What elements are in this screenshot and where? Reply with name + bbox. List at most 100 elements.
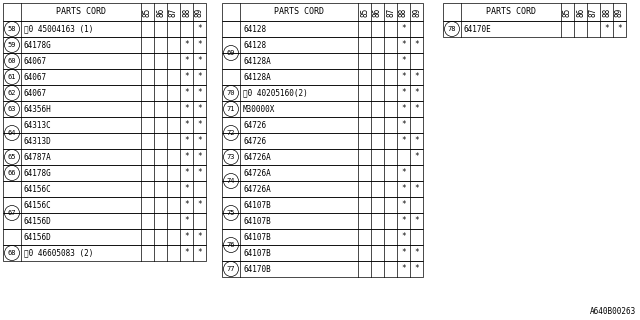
Text: 75: 75 — [227, 210, 236, 216]
Text: Ⓢ0 40205160(2): Ⓢ0 40205160(2) — [243, 89, 308, 98]
Text: 85: 85 — [360, 7, 369, 17]
Text: *: * — [401, 57, 406, 66]
Text: *: * — [197, 201, 202, 210]
Text: *: * — [401, 73, 406, 82]
Text: *: * — [184, 105, 189, 114]
Text: *: * — [197, 137, 202, 146]
Bar — [222, 181, 423, 197]
Text: 64726A: 64726A — [243, 169, 271, 178]
Text: *: * — [184, 169, 189, 178]
Text: *: * — [401, 233, 406, 242]
Text: *: * — [604, 25, 609, 34]
Text: 88: 88 — [182, 7, 191, 17]
Text: *: * — [414, 105, 419, 114]
Text: 64107B: 64107B — [243, 201, 271, 210]
Text: *: * — [197, 105, 202, 114]
Text: *: * — [197, 233, 202, 242]
Text: 64726: 64726 — [243, 137, 266, 146]
Text: *: * — [184, 185, 189, 194]
Text: 64128: 64128 — [243, 25, 266, 34]
Text: 64156C: 64156C — [24, 201, 52, 210]
Text: 64726: 64726 — [243, 121, 266, 130]
Text: 63: 63 — [8, 106, 16, 112]
Text: *: * — [184, 137, 189, 146]
Text: 70: 70 — [227, 90, 236, 96]
Text: *: * — [197, 153, 202, 162]
Text: 85: 85 — [563, 7, 572, 17]
Text: 64787A: 64787A — [24, 153, 52, 162]
Bar — [3, 149, 206, 165]
Text: *: * — [401, 137, 406, 146]
Bar — [3, 181, 206, 197]
Text: 64107B: 64107B — [243, 217, 271, 226]
Text: 64170E: 64170E — [464, 25, 492, 34]
Text: 64: 64 — [8, 130, 16, 136]
Bar — [3, 213, 206, 229]
Bar — [222, 69, 423, 85]
Bar — [3, 165, 206, 181]
Bar — [222, 213, 423, 229]
Text: *: * — [197, 89, 202, 98]
Text: Ⓢ0 45004163 (1): Ⓢ0 45004163 (1) — [24, 25, 93, 34]
Text: *: * — [414, 185, 419, 194]
Text: 64128: 64128 — [243, 41, 266, 50]
Text: 64178G: 64178G — [24, 41, 52, 50]
Text: 64128A: 64128A — [243, 57, 271, 66]
Text: *: * — [414, 89, 419, 98]
Bar — [222, 197, 423, 213]
Text: 86: 86 — [373, 7, 382, 17]
Text: M30000X: M30000X — [243, 105, 275, 114]
Bar — [222, 133, 423, 149]
Text: 60: 60 — [8, 58, 16, 64]
Bar — [3, 229, 206, 245]
Bar — [3, 197, 206, 213]
Text: 64107B: 64107B — [243, 233, 271, 242]
Text: 73: 73 — [227, 154, 236, 160]
Text: *: * — [184, 249, 189, 258]
Text: 64067: 64067 — [24, 57, 47, 66]
Text: 61: 61 — [8, 74, 16, 80]
Text: 89: 89 — [195, 7, 204, 17]
Bar — [3, 101, 206, 117]
Bar — [3, 53, 206, 69]
Text: *: * — [184, 201, 189, 210]
Text: 64107B: 64107B — [243, 249, 271, 258]
Text: 88: 88 — [399, 7, 408, 17]
Text: A640B00263: A640B00263 — [589, 307, 636, 316]
Text: *: * — [414, 153, 419, 162]
Text: *: * — [414, 249, 419, 258]
Text: 59: 59 — [8, 42, 16, 48]
Bar — [222, 37, 423, 53]
Text: 86: 86 — [156, 7, 165, 17]
Bar — [443, 3, 626, 21]
Text: 64128A: 64128A — [243, 73, 271, 82]
Text: 67: 67 — [8, 210, 16, 216]
Text: 87: 87 — [386, 7, 395, 17]
Bar — [222, 245, 423, 261]
Text: 64156D: 64156D — [24, 217, 52, 226]
Text: *: * — [184, 57, 189, 66]
Text: *: * — [414, 217, 419, 226]
Text: 77: 77 — [227, 266, 236, 272]
Text: *: * — [414, 265, 419, 274]
Text: 78: 78 — [448, 26, 456, 32]
Text: 89: 89 — [412, 7, 421, 17]
Text: *: * — [184, 121, 189, 130]
Text: 64156C: 64156C — [24, 185, 52, 194]
Text: *: * — [414, 73, 419, 82]
Text: 86: 86 — [576, 7, 585, 17]
Text: 62: 62 — [8, 90, 16, 96]
Bar — [3, 21, 206, 37]
Text: *: * — [401, 105, 406, 114]
Text: 65: 65 — [8, 154, 16, 160]
Bar — [222, 229, 423, 245]
Text: *: * — [617, 25, 622, 34]
Text: 58: 58 — [8, 26, 16, 32]
Text: *: * — [401, 169, 406, 178]
Bar — [3, 245, 206, 261]
Text: *: * — [197, 73, 202, 82]
Text: *: * — [401, 121, 406, 130]
Text: *: * — [197, 249, 202, 258]
Bar — [222, 53, 423, 69]
Bar — [3, 133, 206, 149]
